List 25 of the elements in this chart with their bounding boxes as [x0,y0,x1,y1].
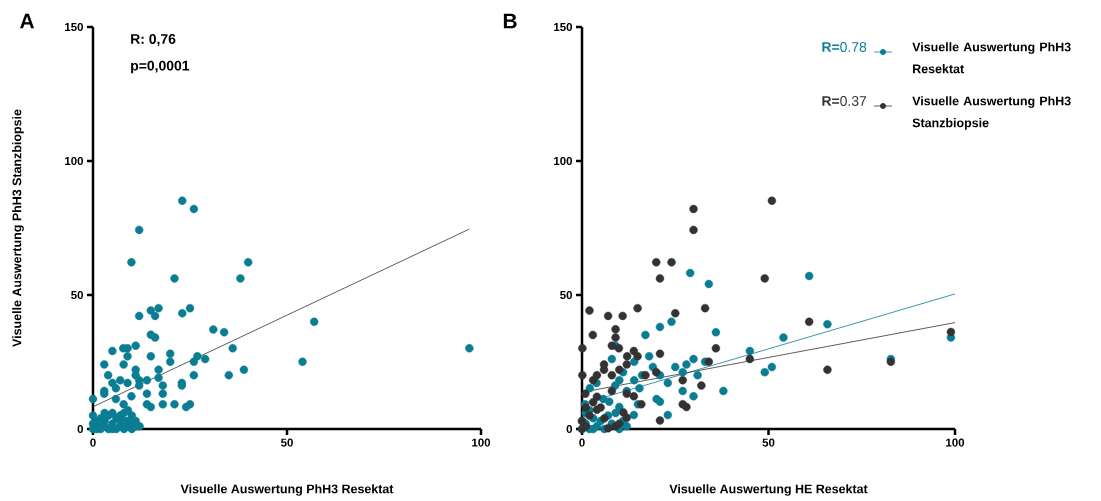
x-tick-label: 100 [472,438,491,447]
y-axis-title: Visuelle Auswertung PhH3 Stanzbiopsie [12,109,24,347]
chart-title: A [20,13,35,29]
y-tick-label: 100 [65,156,84,166]
x-axis-title: Visuelle Auswertung PhH3 Resektat [180,484,394,496]
y-tick-label: 50 [71,290,84,300]
legend-label: Visuelle Auswertung PhH3 Stanzbiopsie [912,96,1071,130]
x-axis-title: Visuelle Auswertung HE Resektat [669,484,868,496]
annotation: p=0,0001 [131,60,190,74]
x-tick-label: 100 [946,438,965,447]
x-tick-label: 0 [579,438,585,447]
annotation: R=0.78 [822,42,867,52]
annotation: R: 0,76 [131,34,176,46]
x-tick-label: 50 [762,438,775,447]
legend-label: Visuelle Auswertung PhH3 Resektat [912,42,1071,74]
x-tick-label: 50 [280,438,293,447]
y-tick-label: 150 [554,22,573,32]
x-tick-label: 0 [90,438,96,447]
y-tick-label: 150 [65,22,84,32]
y-tick-label: 0 [566,424,573,434]
annotation: R=0.37 [822,96,867,106]
y-tick-label: 100 [554,156,573,166]
chart-title: B [503,13,517,29]
y-tick-label: 50 [560,290,573,300]
y-tick-label: 0 [77,424,84,434]
